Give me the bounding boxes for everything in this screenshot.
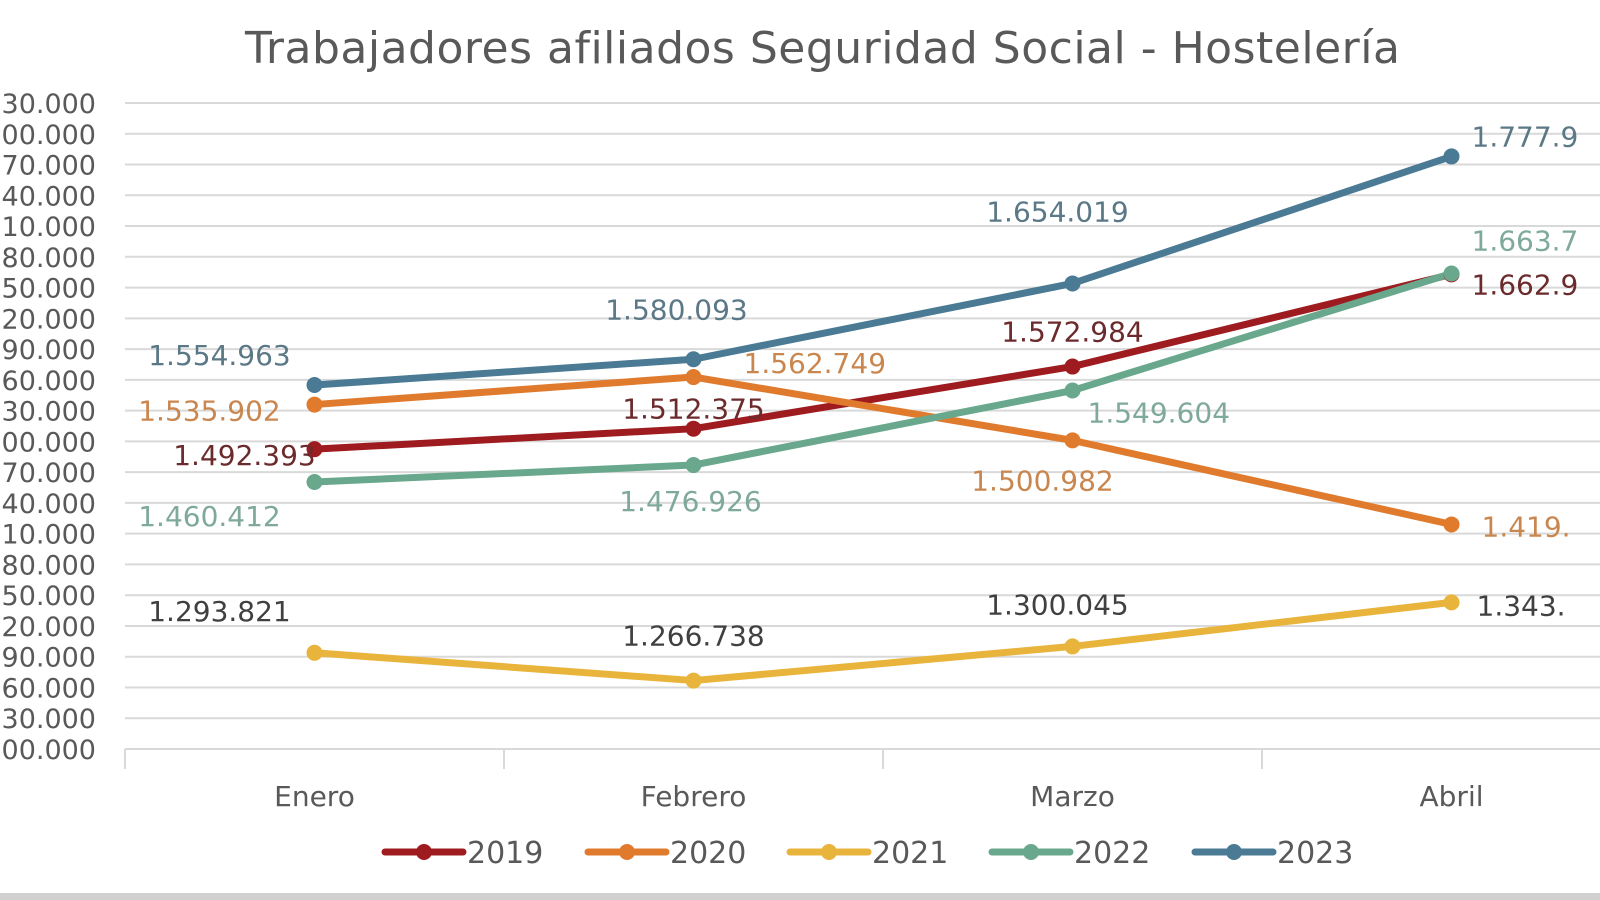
data-label-2020: 1.500.982 (971, 464, 1114, 497)
x-axis-ticks: Enero Febrero Marzo Abril (274, 780, 1483, 813)
data-label-2022: 1.549.604 (1088, 397, 1231, 430)
y-tick-label: 20.000 (2, 304, 96, 335)
x-tick-label: Marzo (1030, 780, 1115, 813)
data-label-2021: 1.300.045 (986, 588, 1129, 621)
legend-item-2019: 2019 (381, 836, 543, 871)
data-point-2021 (306, 644, 323, 661)
legend-item-2020: 2020 (584, 836, 746, 871)
y-tick-label: 10.000 (2, 520, 96, 551)
y-tick-label: 80.000 (2, 243, 96, 274)
series-line-2021 (311, 598, 1455, 685)
legend-marker-icon (619, 844, 635, 860)
y-tick-label: 60.000 (2, 673, 96, 704)
data-label-2021: 1.266.738 (622, 620, 765, 653)
data-label-2019: 1.512.375 (622, 393, 765, 426)
legend-label: 2022 (1074, 836, 1150, 871)
data-label-2019: 1.572.984 (1001, 316, 1144, 349)
data-point-2020 (1443, 516, 1460, 533)
data-label-2021: 1.293.821 (148, 595, 291, 628)
series-line-2022 (311, 270, 1455, 486)
data-label-2023: 1.580.093 (605, 293, 748, 326)
legend-item-2022: 2022 (988, 836, 1150, 871)
legend-item-2023: 2023 (1191, 836, 1353, 871)
y-tick-label: 90.000 (2, 643, 96, 674)
y-tick-label: 40.000 (2, 181, 96, 212)
series-line-2020 (311, 373, 1455, 528)
y-tick-label: 70.000 (2, 458, 96, 489)
legend-label: 2020 (670, 836, 746, 871)
data-point-2020 (685, 369, 702, 386)
x-axis (124, 749, 1263, 769)
data-point-2022 (306, 473, 323, 490)
data-point-2020 (1064, 432, 1081, 449)
x-tick-label: Abril (1420, 780, 1484, 813)
data-label-2020: 1.562.749 (744, 347, 887, 380)
y-tick-label: 20.000 (2, 612, 96, 643)
y-tick-label: 40.000 (2, 489, 96, 520)
y-axis-ticks: 30.00000.00070.00040.00010.00080.00050.0… (2, 89, 96, 766)
y-tick-label: 30.000 (2, 704, 96, 735)
y-tick-label: 90.000 (2, 335, 96, 366)
data-point-2023 (1443, 148, 1460, 165)
bottom-border (0, 893, 1600, 900)
data-point-2019 (1064, 358, 1081, 375)
data-label-2020: 1.419. (1482, 510, 1571, 543)
legend-marker-icon (416, 844, 432, 860)
chart-title: Trabajadores afiliados Seguridad Social … (244, 23, 1400, 74)
series-line-2023 (311, 152, 1455, 389)
data-labels: 1.492.393 1.512.375 1.572.984 1.662.9 1.535.… (138, 120, 1578, 652)
legend-marker-icon (821, 844, 837, 860)
y-tick-label: 00.000 (2, 427, 96, 458)
data-point-2021 (1443, 594, 1460, 611)
data-point-2022 (1443, 265, 1460, 282)
y-tick-label: 50.000 (2, 274, 96, 305)
y-tick-label: 00.000 (2, 735, 96, 766)
legend-label: 2019 (467, 836, 543, 871)
y-tick-label: 50.000 (2, 581, 96, 612)
y-tick-label: 30.000 (2, 397, 96, 428)
y-tick-label: 70.000 (2, 151, 96, 182)
y-tick-label: 00.000 (2, 120, 96, 151)
data-label-2022: 1.476.926 (619, 485, 762, 518)
x-tick-label: Febrero (641, 780, 747, 813)
data-point-2022 (685, 457, 702, 474)
data-point-2023 (685, 351, 702, 368)
data-label-2022: 1.663.7 (1472, 225, 1579, 258)
data-point-2021 (1064, 638, 1081, 655)
y-tick-label: 30.000 (2, 89, 96, 120)
legend-item-2021: 2021 (786, 836, 948, 871)
series-line-2019 (311, 270, 1455, 453)
data-point-2019 (306, 441, 323, 458)
data-label-2020: 1.535.902 (138, 395, 281, 428)
data-point-2019 (685, 420, 702, 437)
series-lines (306, 148, 1460, 689)
data-point-2021 (685, 672, 702, 689)
data-point-2022 (1064, 382, 1081, 399)
y-tick-label: 10.000 (2, 212, 96, 243)
legend-label: 2023 (1277, 836, 1353, 871)
y-tick-label: 80.000 (2, 550, 96, 581)
legend-label: 2021 (872, 836, 948, 871)
data-label-2023: 1.777.9 (1472, 120, 1579, 153)
data-label-2023: 1.554.963 (148, 339, 291, 372)
data-label-2019: 1.492.393 (173, 439, 316, 472)
data-point-2020 (306, 396, 323, 413)
data-label-2022: 1.460.412 (138, 500, 281, 533)
data-label-2021: 1.343. (1477, 589, 1566, 622)
legend-marker-icon (1226, 844, 1242, 860)
data-point-2023 (306, 377, 323, 394)
x-tick-label: Enero (274, 780, 355, 813)
y-tick-label: 60.000 (2, 366, 96, 397)
data-label-2019: 1.662.9 (1472, 268, 1579, 301)
data-point-2023 (1064, 275, 1081, 292)
legend: 2019 2020 2021 2022 2023 (381, 836, 1353, 871)
data-label-2023: 1.654.019 (986, 195, 1129, 228)
legend-marker-icon (1023, 844, 1039, 860)
